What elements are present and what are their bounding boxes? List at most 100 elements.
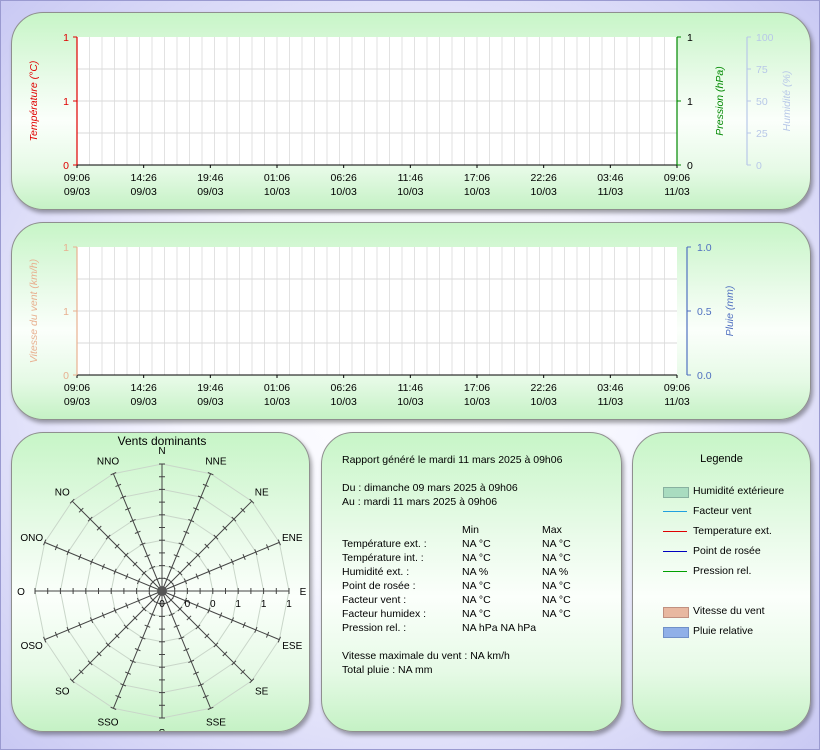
windrose-panel: Vents dominants N NNE NE ENE E ESE SE SSE S SSO SO… [11,432,310,732]
x-tick-label: 06:26 [331,382,357,394]
legend-swatch [663,551,687,552]
x-tick-label: 11:46 [398,382,424,394]
wind-rain-chart: 09:06 09/03 14:26 09/03 19:46 09/03 01:06 10/03… [28,242,736,408]
x-tick-label: 14:26 [131,172,157,184]
windrose-tick [149,565,156,570]
y-tick-right2-label: 50 [756,96,768,108]
x-tick-label: 19:46 [197,382,223,394]
windrose-tick [219,612,223,619]
report-row-label: Facteur humidex : [342,608,427,620]
windrose-tick [242,622,246,628]
y-axis-right2-label: Humidité (%) [781,71,793,132]
windrose-tick [113,607,117,614]
windrose-tick [149,612,156,617]
x-date-label: 11/03 [664,186,690,198]
report-generated: Rapport généré le mardi 11 mars 2025 à 0… [342,454,563,466]
windrose-direction-label: SSE [206,717,226,728]
legend-label: Pression rel. [693,565,752,577]
windrose-tick [197,683,204,687]
windrose-tick [78,554,82,560]
col-min-header: Min [462,524,479,536]
windrose-tick [150,579,156,585]
x-tick-label: 22:26 [531,172,557,184]
report-row: Facteur vent : NA °C NA °C [342,593,571,607]
windrose-tick [134,530,141,534]
windrose-tick [249,678,255,684]
windrose-tick [87,516,93,522]
legend-label: Humidité extérieure [693,485,785,497]
windrose-tick [195,624,201,630]
windrose-direction-label: SO [55,687,70,698]
windrose-tick [125,573,129,580]
windrose-tick [54,544,59,551]
windrose-tick [101,563,105,570]
windrose-tick [115,694,122,699]
x-date-label: 10/03 [464,396,490,408]
y-tick-left-label: 0 [63,370,69,382]
x-tick-label: 09:06 [664,382,690,394]
windrose-tick [249,498,255,504]
report-row-label: Température int. : [342,552,424,564]
windrose-tick [178,636,185,640]
windrose-tick [222,525,228,531]
windrose-tick [141,570,147,576]
y-tick-right-label: 1.0 [697,242,712,254]
temperature-pressure-chart-panel: 09:06 09/03 14:26 09/03 19:46 09/03 01:06 10/03… [11,12,811,210]
x-date-label: 09/03 [197,186,223,198]
windrose-tick [110,706,117,710]
windrose-tick [132,561,138,567]
y-tick-right2-label: 75 [756,64,768,76]
windrose-scale-label: 0 [185,599,191,610]
y-tick-left-label: 1 [63,306,69,318]
windrose-tick [197,495,204,499]
x-date-label: 09/03 [131,186,157,198]
report-row-min: NA °C [462,538,491,550]
windrose-tick [136,597,141,604]
windrose-tick [168,597,174,603]
legend-label: Facteur vent [693,505,752,517]
y-tick-right-label: 1 [687,96,693,108]
windrose-tick [213,534,219,540]
report-row-label: Humidité ext. : [342,566,410,578]
windrose-tick [66,626,70,633]
report-row: Température ext. : NA °C NA °C [342,537,571,551]
report-row-max: NA °C [542,538,571,550]
legend-swatch [663,511,687,512]
report-from: Du : dimanche 09 mars 2025 à 09h06 [342,482,518,494]
wind-rain-chart-panel: 09:06 09/03 14:26 09/03 19:46 09/03 01:06 10/03… [11,222,811,420]
windrose-tick [177,570,183,576]
windrose-tick [154,601,161,605]
legend-swatch [663,627,689,638]
report-total-rain: Total pluie : NA mm [342,664,433,676]
y-tick-left-label: 1 [63,32,69,44]
windrose-direction-label: SE [255,687,269,698]
windrose-tick [265,544,270,551]
windrose-tick [69,498,75,504]
report-row-pressure: Pression rel. : NA hPa NA hPa [342,621,562,635]
windrose-tick [96,651,102,657]
windrose-tick [240,669,246,675]
windrose-tick [43,636,47,643]
y-tick-right-label: 1 [687,32,693,44]
y-tick-left-label: 1 [63,96,69,108]
x-tick-label: 09:06 [664,172,690,184]
x-tick-label: 03:46 [597,382,623,394]
windrose-tick [277,539,281,546]
windrose-tick [242,554,246,560]
x-date-label: 10/03 [531,396,557,408]
x-tick-label: 09:06 [64,382,90,394]
windrose-tick [148,592,152,599]
windrose-tick [144,624,151,628]
report-row-max: NA °C [542,594,571,606]
windrose-tick [120,495,127,499]
windrose-tick [173,554,180,558]
windrose-tick [78,622,82,628]
windrose-tick [230,617,235,624]
windrose-tick [125,602,129,609]
x-date-label: 10/03 [331,186,357,198]
windrose-scale-label: 1 [286,599,292,610]
y-tick-right2-label: 100 [756,32,774,44]
y-tick-right2-label: 0 [756,160,762,172]
report-row-min: NA % [462,566,489,578]
